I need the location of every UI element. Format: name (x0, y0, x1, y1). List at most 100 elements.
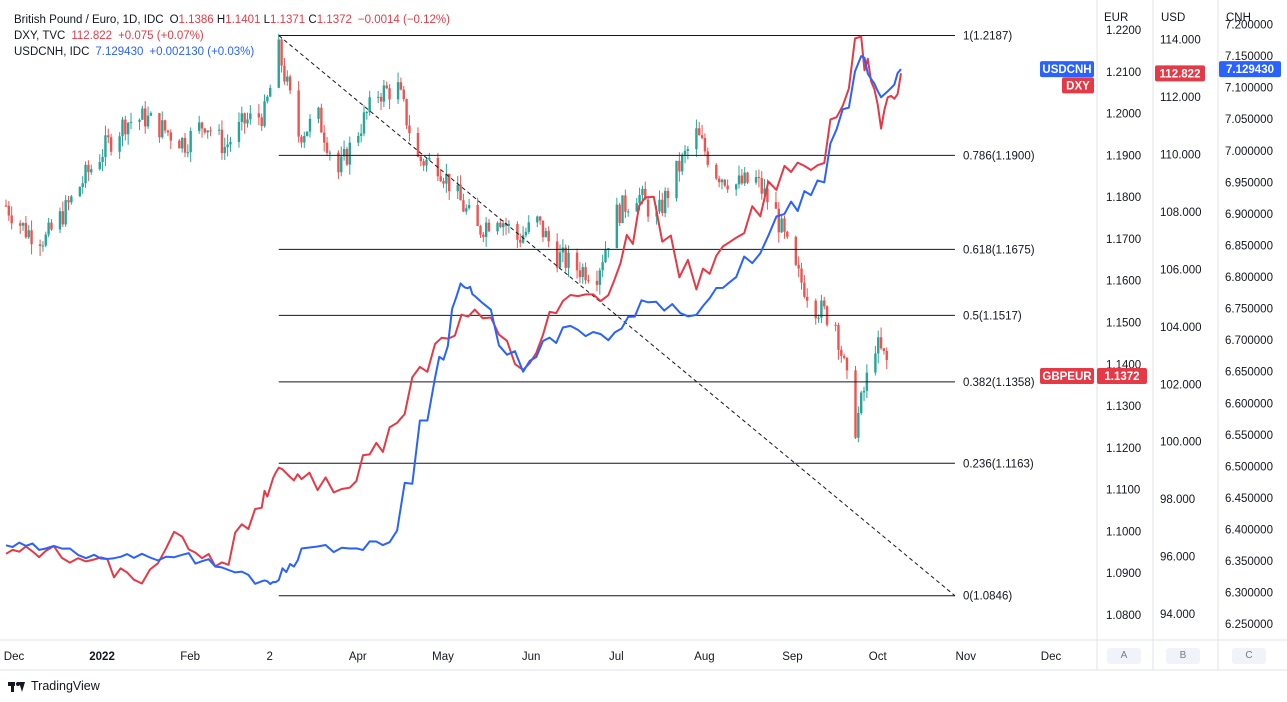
candle-body (516, 223, 519, 240)
candle-body (706, 151, 709, 165)
candle-body (536, 216, 539, 223)
cnh-tick-label: 7.050000 (1225, 114, 1273, 126)
candle-body (305, 131, 309, 136)
candle-body (564, 247, 567, 268)
time-tick-label: Dec (4, 651, 25, 663)
cnh-tick-label: 6.450000 (1225, 493, 1273, 505)
candle-body (10, 215, 13, 224)
eur-tick-label: 1.1900 (1106, 150, 1141, 162)
usd-tick-label: 106.000 (1160, 264, 1202, 276)
fib-level-label: 0.5(1.1517) (963, 310, 1022, 322)
candle-body (780, 218, 783, 233)
candle-body (129, 121, 133, 123)
candle-body (183, 137, 187, 153)
legend-usdcnh[interactable]: USDCNH, IDC 7.129430 +0.002130 (+0.03%) (14, 44, 450, 60)
candle-body (121, 119, 124, 137)
candle-body (624, 195, 627, 212)
candle-body (109, 137, 113, 152)
candle-body (90, 169, 93, 173)
low-label: L (263, 14, 271, 26)
panel-borders (0, 0, 1287, 671)
candle-body (144, 108, 147, 127)
legend-dxy[interactable]: DXY, TVC 112.822 +0.075 (+0.07%) (14, 28, 450, 44)
eur-tick-label: 1.1500 (1106, 318, 1141, 330)
candle-body (7, 205, 11, 216)
candle-body (124, 119, 127, 135)
candle-body (138, 119, 141, 122)
cnh-tick-label: 6.550000 (1225, 430, 1273, 442)
candle-body (499, 222, 502, 228)
candle-body (820, 300, 823, 318)
time-tick-label: Jul (609, 651, 624, 663)
dxy-tag-label: DXY (1066, 80, 1090, 92)
candle-body (726, 185, 729, 190)
cnh-tick-label: 6.950000 (1225, 177, 1273, 189)
candle-body (857, 413, 860, 438)
candle-body (348, 142, 351, 165)
candle-body (703, 138, 707, 152)
time-tick-label: Dec (1041, 651, 1062, 663)
candle-body (558, 252, 562, 268)
eur-tick-label: 1.2200 (1106, 25, 1141, 37)
candle-body (720, 179, 724, 183)
candle-body (98, 161, 101, 170)
candle-body (686, 149, 690, 151)
dxy-tag-value-bg (1155, 65, 1205, 82)
candle-body (800, 268, 803, 283)
candle-body (561, 247, 565, 253)
candle-body (754, 177, 758, 183)
scale-button-c[interactable]: C (1232, 648, 1266, 664)
candle-body (646, 199, 650, 217)
candle-body (746, 172, 749, 183)
time-tick-label: Feb (180, 651, 200, 663)
tradingview-footer[interactable]: TradingView (8, 679, 100, 693)
candle-body (141, 108, 144, 120)
time-tick-label: May (432, 651, 454, 663)
candle-body (379, 96, 383, 102)
candle-body (842, 355, 846, 358)
candle-body (882, 348, 886, 351)
candle-body (220, 129, 224, 153)
candle-body (64, 200, 67, 225)
legend-gbpeur-change: −0.0014 (−0.12%) (357, 14, 450, 26)
fib-trend-line (278, 35, 956, 597)
candle-body (760, 177, 763, 194)
candle-body (405, 99, 408, 126)
candle-body (87, 164, 90, 173)
candle-body (641, 188, 644, 195)
fibonacci-retracement[interactable]: 1(1.2187) 0.786(1.1900) 0.618(1.1675) 0.5(1… (278, 30, 1035, 603)
candle-body (618, 204, 621, 223)
candle-body (621, 195, 624, 223)
candle-body (700, 135, 704, 139)
candle-body (658, 199, 661, 212)
candle-body (365, 112, 369, 114)
candle-body (158, 113, 161, 138)
time-tick-label: Sep (782, 651, 802, 663)
candle-body (840, 349, 843, 356)
candle-body (376, 96, 380, 98)
time-tick-label: Oct (869, 651, 888, 663)
candle-body (104, 135, 107, 157)
candle-body (206, 130, 209, 133)
eur-axis-title: EUR (1104, 12, 1129, 24)
candle-body (325, 142, 329, 153)
legend-gbpeur-symbol: British Pound / Euro, 1D, IDC (14, 14, 164, 26)
dxy-line (5, 35, 902, 585)
candle-body (465, 208, 468, 212)
candle-body (38, 244, 42, 247)
price-axes[interactable]: 1.2200 1.2100 1.2000 1.1900 1.1800 1.1700 1.16… (1106, 20, 1273, 632)
eur-tick-label: 1.2000 (1106, 109, 1141, 121)
legend-gbpeur[interactable]: British Pound / Euro, 1D, IDC O1.1386 H1… (14, 12, 450, 28)
candle-body (467, 205, 471, 209)
open-label: O (169, 14, 179, 26)
candle-body (734, 184, 738, 190)
candle-body (149, 113, 153, 116)
cnh-tick-label: 6.700000 (1225, 335, 1273, 347)
candle-body (817, 317, 820, 319)
candle-body (178, 140, 181, 149)
time-axis[interactable]: Dec 2022 Feb 2 Apr May Jun Jul Aug Sep Oct Nov Dec (4, 651, 1062, 663)
scale-button-b[interactable]: B (1166, 648, 1200, 664)
candle-body (209, 130, 212, 132)
scale-button-a[interactable]: A (1107, 648, 1141, 664)
